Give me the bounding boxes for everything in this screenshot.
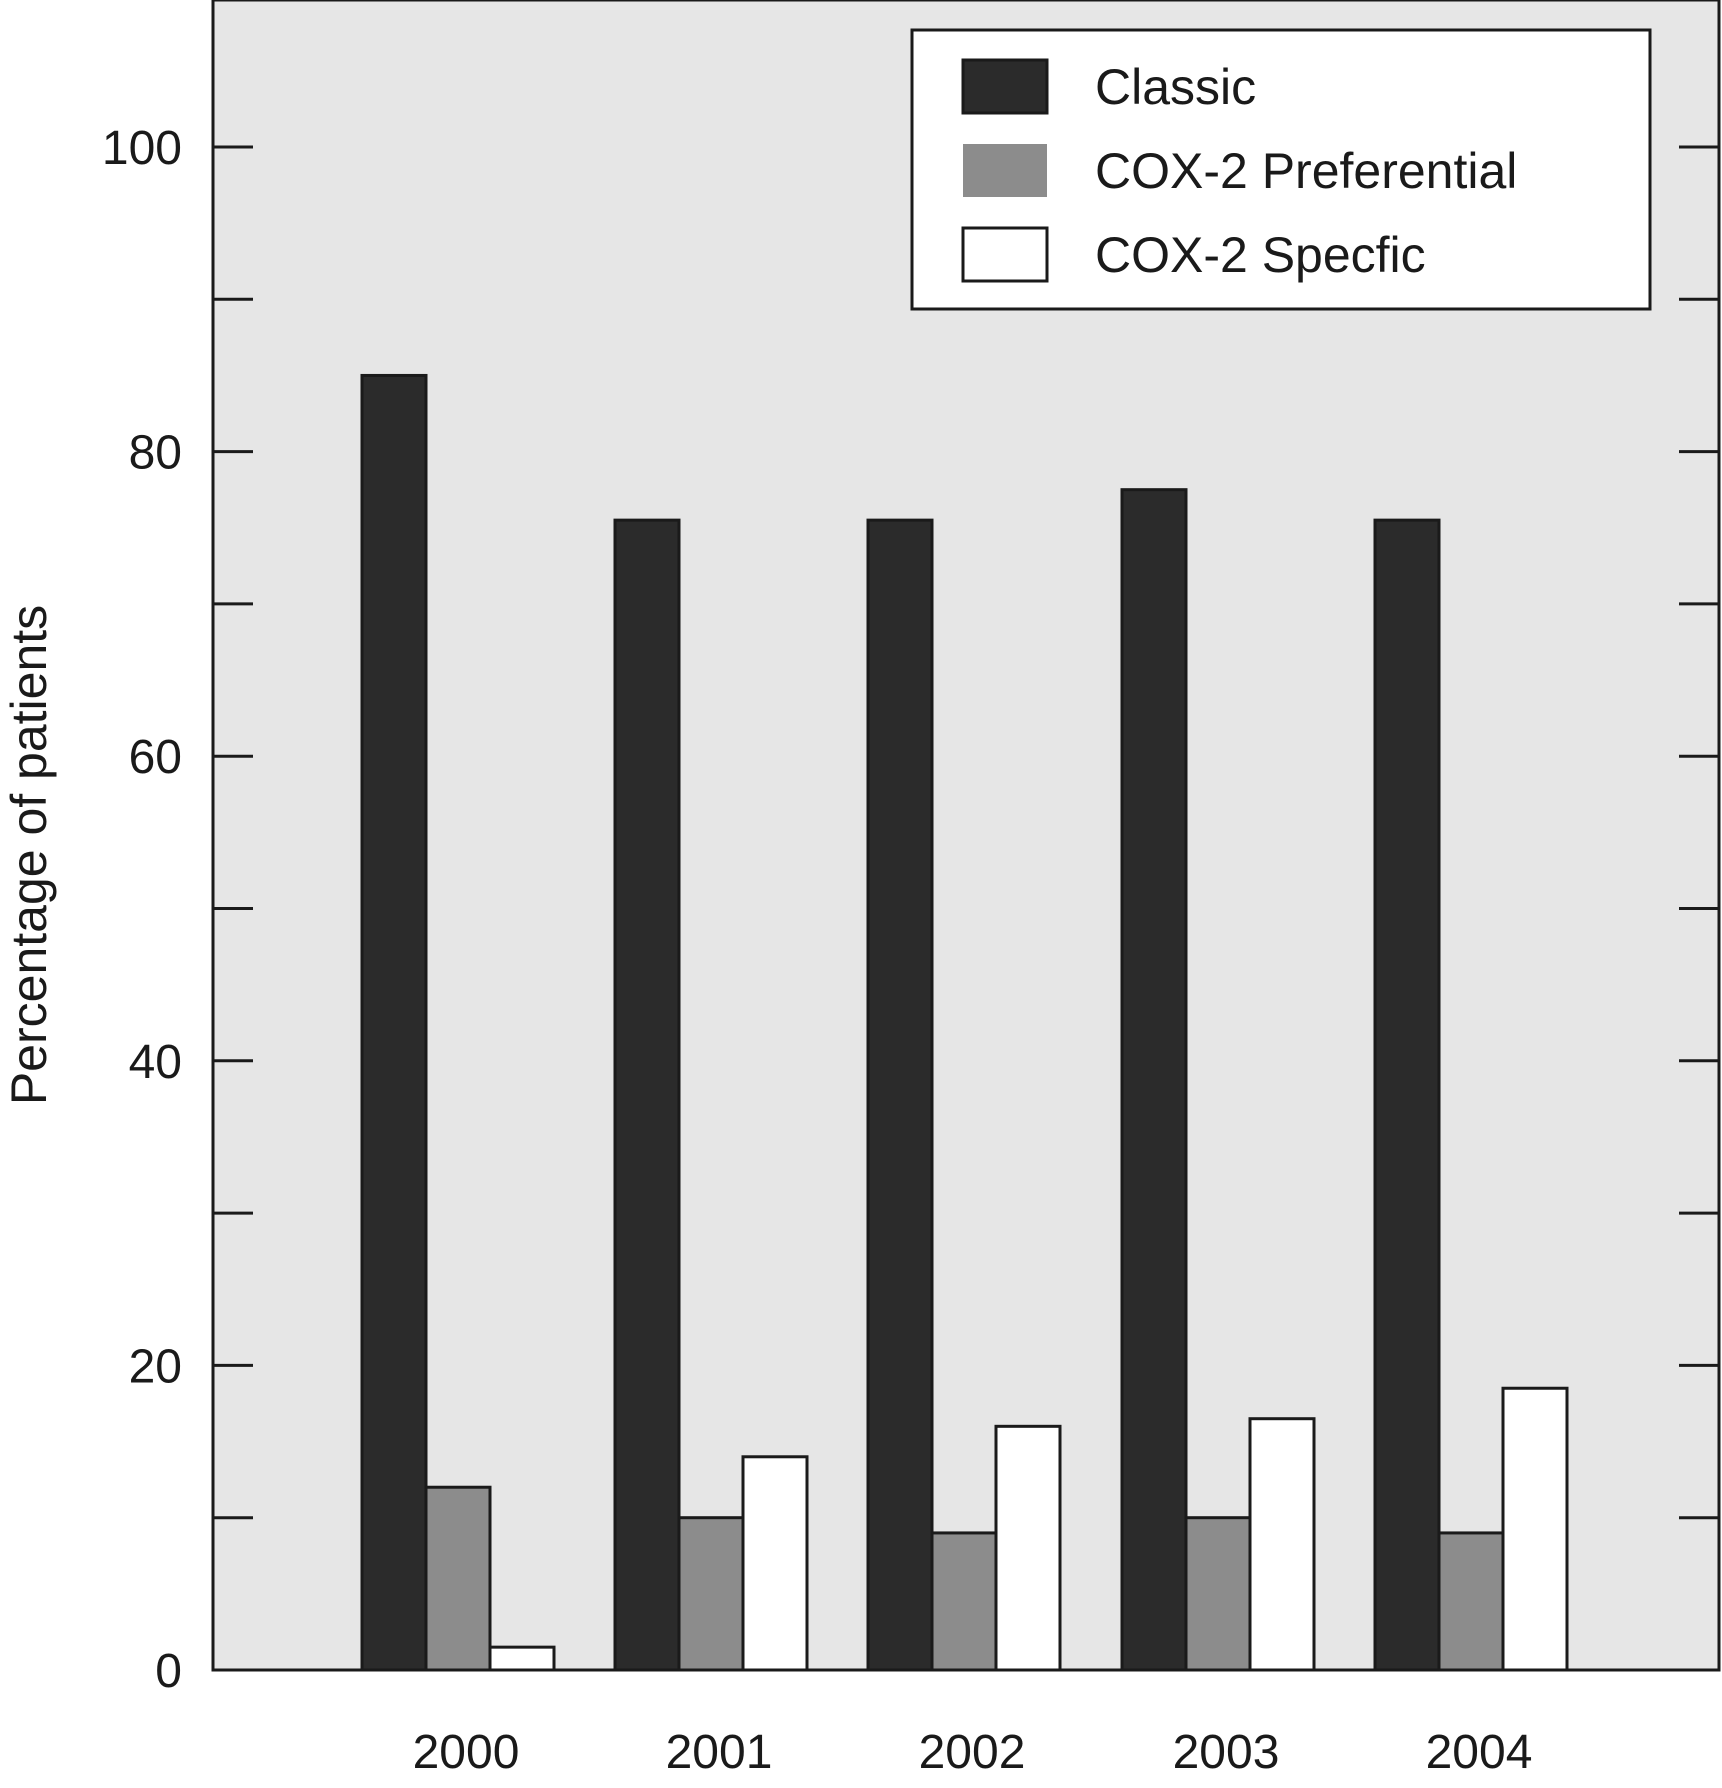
bar-cox-2-preferential-2002: [930, 1531, 998, 1672]
x-tick-label: 2002: [919, 1726, 1026, 1779]
legend-swatch-cox2-specific: [961, 226, 1049, 283]
legend-label-classic: Classic: [1095, 59, 1256, 115]
bar-cox-2-specfic-2003: [1248, 1417, 1316, 1672]
bar-classic-2001: [613, 518, 681, 1672]
x-tick-label: 2004: [1426, 1726, 1533, 1779]
y-tick-label: 60: [129, 731, 182, 784]
bar-cox-2-specfic-2000: [488, 1645, 556, 1672]
y-tick-labels: 0 20 40 60 80 100: [102, 122, 182, 1698]
bar-classic-2000: [360, 373, 428, 1672]
bar-cox-2-specfic-2004: [1501, 1386, 1569, 1672]
x-tick-label: 2000: [413, 1726, 520, 1779]
bar-cox-2-preferential-2003: [1184, 1516, 1252, 1672]
bar-classic-2002: [866, 518, 934, 1672]
y-axis-title: Percentage of patients: [1, 605, 57, 1105]
y-tick-label: 80: [129, 427, 182, 480]
bar-cox-2-preferential-2004: [1437, 1531, 1505, 1672]
y-tick-label: 100: [102, 122, 182, 175]
bar-classic-2004: [1373, 518, 1441, 1672]
x-tick-labels: 2000 2001 2002 2003 2004: [413, 1726, 1533, 1779]
bar-cox-2-preferential-2000: [424, 1485, 492, 1672]
legend-label-cox2-specific: COX-2 Specfic: [1095, 227, 1426, 283]
y-tick-label: 0: [155, 1645, 182, 1698]
legend-swatch-cox2-preferential: [963, 144, 1047, 197]
x-tick-label: 2001: [666, 1726, 773, 1779]
bar-cox-2-specfic-2002: [994, 1424, 1062, 1672]
y-tick-label: 20: [129, 1340, 182, 1393]
x-tick-label: 2003: [1173, 1726, 1280, 1779]
y-tick-label: 40: [129, 1036, 182, 1089]
bar-classic-2003: [1120, 488, 1188, 1672]
legend: Classic COX-2 Preferential COX-2 Specfic: [910, 28, 1652, 311]
bar-cox-2-preferential-2001: [677, 1516, 745, 1672]
legend-swatch-classic: [961, 58, 1049, 115]
bars: [360, 373, 1569, 1672]
bar-cox-2-specfic-2001: [741, 1455, 809, 1672]
legend-label-cox2-preferential: COX-2 Preferential: [1095, 143, 1517, 199]
